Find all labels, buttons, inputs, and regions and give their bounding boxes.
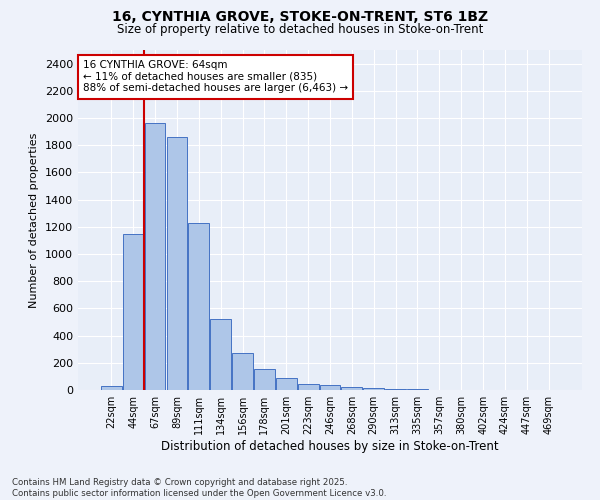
Bar	[320, 384, 340, 390]
Bar	[341, 388, 362, 390]
Bar	[188, 222, 209, 390]
Bar	[276, 378, 296, 390]
Y-axis label: Number of detached properties: Number of detached properties	[29, 132, 40, 308]
Text: 16 CYNTHIA GROVE: 64sqm
← 11% of detached houses are smaller (835)
88% of semi-d: 16 CYNTHIA GROVE: 64sqm ← 11% of detache…	[83, 60, 348, 94]
Bar	[254, 369, 275, 390]
Bar	[210, 320, 231, 390]
X-axis label: Distribution of detached houses by size in Stoke-on-Trent: Distribution of detached houses by size …	[161, 440, 499, 453]
Text: Size of property relative to detached houses in Stoke-on-Trent: Size of property relative to detached ho…	[117, 22, 483, 36]
Bar	[298, 384, 319, 390]
Text: Contains HM Land Registry data © Crown copyright and database right 2025.
Contai: Contains HM Land Registry data © Crown c…	[12, 478, 386, 498]
Bar	[145, 124, 166, 390]
Bar	[232, 352, 253, 390]
Bar	[167, 137, 187, 390]
Text: 16, CYNTHIA GROVE, STOKE-ON-TRENT, ST6 1BZ: 16, CYNTHIA GROVE, STOKE-ON-TRENT, ST6 1…	[112, 10, 488, 24]
Bar	[101, 386, 122, 390]
Bar	[123, 234, 143, 390]
Bar	[364, 388, 384, 390]
